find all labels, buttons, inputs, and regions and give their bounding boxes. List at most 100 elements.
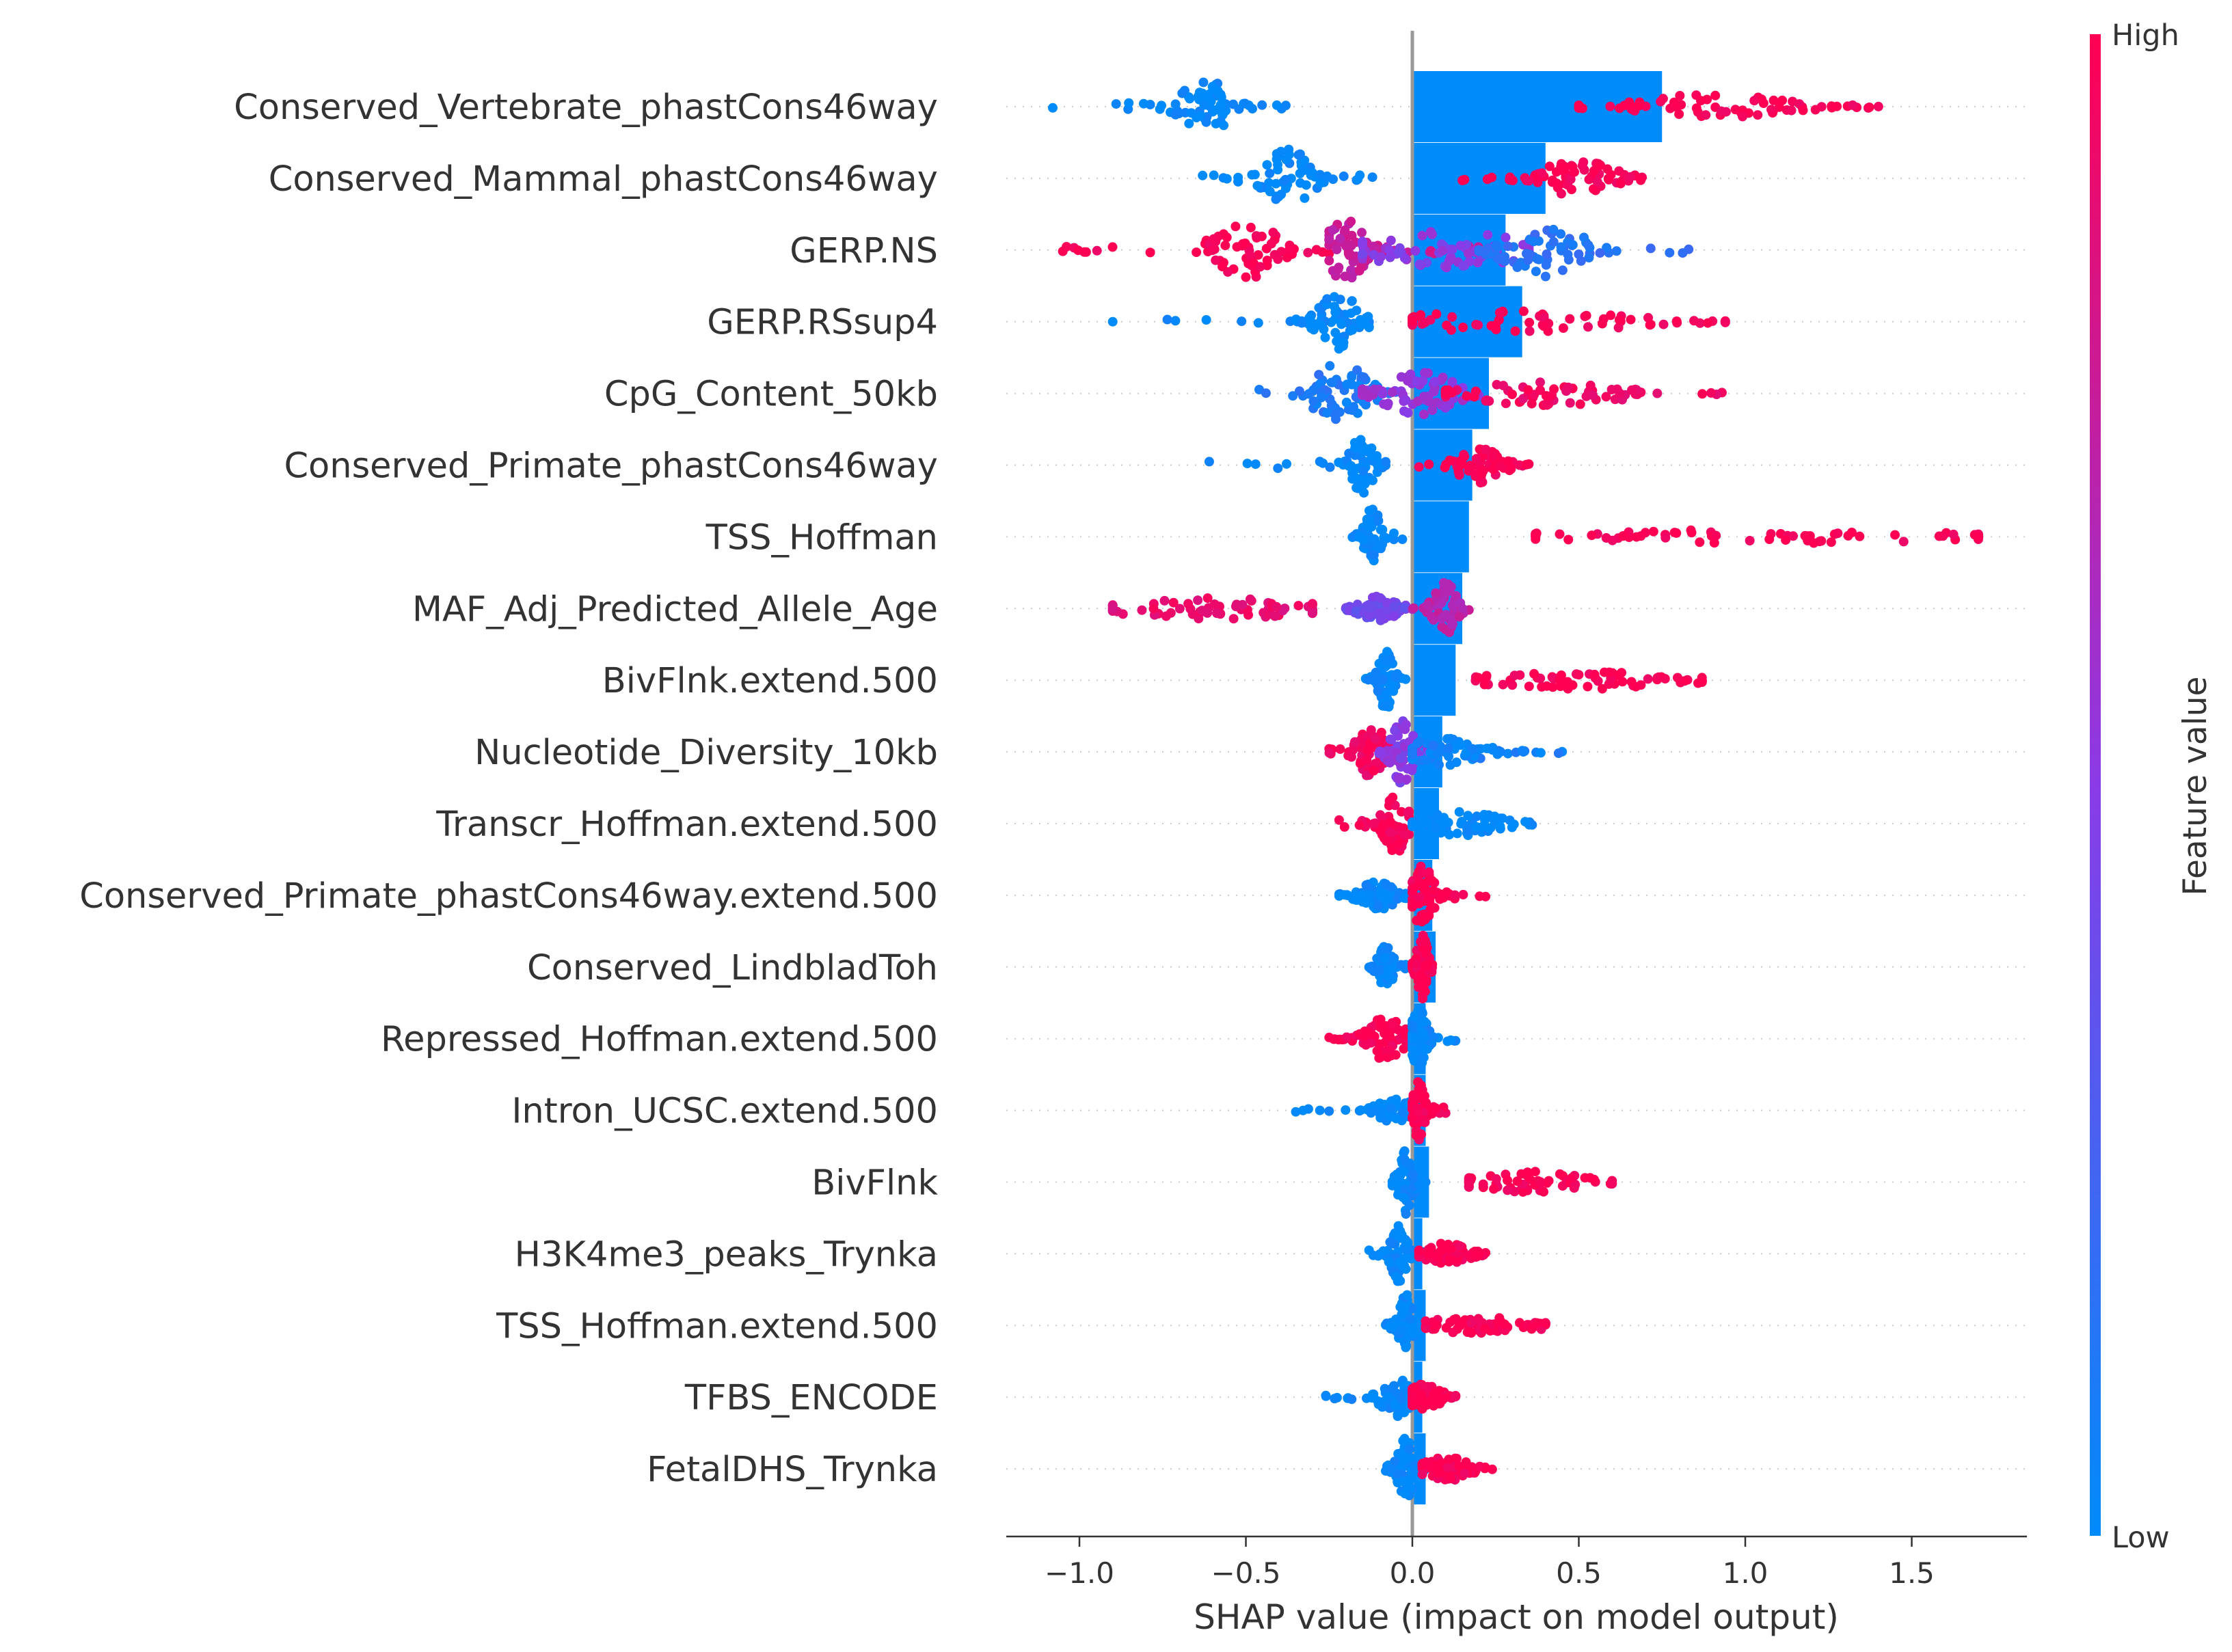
shap-dot [1252,180,1263,191]
shap-dot [1347,1394,1357,1405]
shap-dot [1753,110,1763,120]
shap-dot [1362,444,1372,455]
shap-dot [1611,246,1622,256]
shap-dot [1369,766,1379,776]
shap-dot [1507,176,1518,185]
shap-dot [1382,401,1393,411]
shap-dot [1231,601,1241,612]
shap-dot [1544,161,1555,172]
shap-dot [1738,111,1747,122]
shap-dot [1107,604,1118,614]
shap-dot [1205,89,1215,99]
shap-dot [1369,550,1379,560]
shap-dot [1352,365,1362,375]
shap-dot [1358,384,1367,394]
shap-dot [1745,536,1755,545]
feature-label: Conserved_Vertebrate_phastCons46way [234,87,938,128]
shap-dot [1626,677,1637,687]
shap-dot [1356,484,1367,494]
shap-dot [1523,385,1533,395]
shap-dot [1420,915,1430,925]
shap-dot [1347,468,1358,478]
shap-dot [1484,824,1494,833]
shap-dot [1273,159,1282,170]
shap-dot [1480,1323,1490,1333]
shap-dot [1626,314,1636,325]
shap-dot [1265,187,1275,197]
shap-dot [1686,525,1696,535]
shap-dot [1354,820,1364,830]
shap-dot [1408,1398,1417,1409]
shap-dot [1380,1383,1390,1394]
shap-dot [1444,751,1454,761]
shap-dot [1330,301,1339,312]
colorbar-high-label: High [2112,18,2179,53]
shap-dot [1584,253,1594,262]
shap-dot [1366,1108,1376,1118]
shap-dot [1297,318,1307,328]
shap-dot [1139,98,1148,109]
shap-dot [1471,454,1481,464]
shap-dot [1420,1118,1430,1127]
shap-dot [1798,105,1808,116]
shap-dot [1364,610,1374,621]
shap-dot [1423,600,1433,610]
shap-dot [1340,225,1350,235]
shap-dot [1294,386,1304,396]
shap-dot [1658,319,1669,329]
shap-dot [1385,1321,1395,1331]
shap-dot [1404,1444,1414,1454]
shap-dot [1509,671,1520,681]
shap-dot [1425,315,1436,325]
shap-dot [1539,321,1549,331]
shap-dot [1463,811,1473,821]
shap-dot [1563,249,1573,260]
shap-dot [1196,111,1206,121]
shap-dot [1441,459,1451,470]
shap-dot [1809,538,1819,548]
shap-dot [1419,1016,1429,1027]
shap-dot [1369,534,1380,544]
shap-dot [1479,809,1490,820]
feature-label: BivFlnk.extend.500 [602,661,938,701]
shap-dot [1388,974,1397,984]
shap-dot [1462,391,1472,401]
shap-dot [1606,385,1617,394]
shap-dot [1295,178,1306,188]
shap-dot [1397,1325,1407,1335]
shap-dot [1324,1106,1334,1116]
shap-dot [1503,241,1513,252]
shap-dot [1454,807,1464,817]
shap-dot [1481,444,1491,455]
colorbar-gradient [2090,34,2101,1536]
shap-dot [1416,1055,1427,1065]
shap-dot [1556,242,1566,252]
shap-dot [1479,679,1490,690]
shap-dot [1652,673,1663,683]
shap-dot [1558,323,1568,333]
shap-dot [1540,271,1550,282]
shap-dot [1605,101,1615,111]
shap-dot [1584,174,1594,185]
feature-label: CpG_Content_50kb [604,375,938,415]
shap-dot [1570,167,1579,177]
shap-dot [1324,256,1334,266]
shap-dot [1137,605,1147,615]
shap-dot [1524,317,1535,327]
shap-dot [1624,97,1635,107]
shap-dot [1703,318,1713,328]
shap-dot [1521,459,1531,470]
shap-dot [1390,1271,1401,1282]
shap-dot [1414,1397,1425,1407]
shap-dot [1279,176,1289,186]
shap-dot [1330,409,1341,420]
shap-dot [1444,830,1455,840]
shap-dot [1184,118,1194,128]
shap-dot [1426,1103,1436,1113]
shap-dot [1495,821,1505,831]
shap-dot [1617,668,1626,678]
shap-dot [1340,890,1349,900]
shap-dot [1406,1473,1416,1483]
shap-dot [1451,591,1461,601]
shap-dot [1873,101,1883,111]
